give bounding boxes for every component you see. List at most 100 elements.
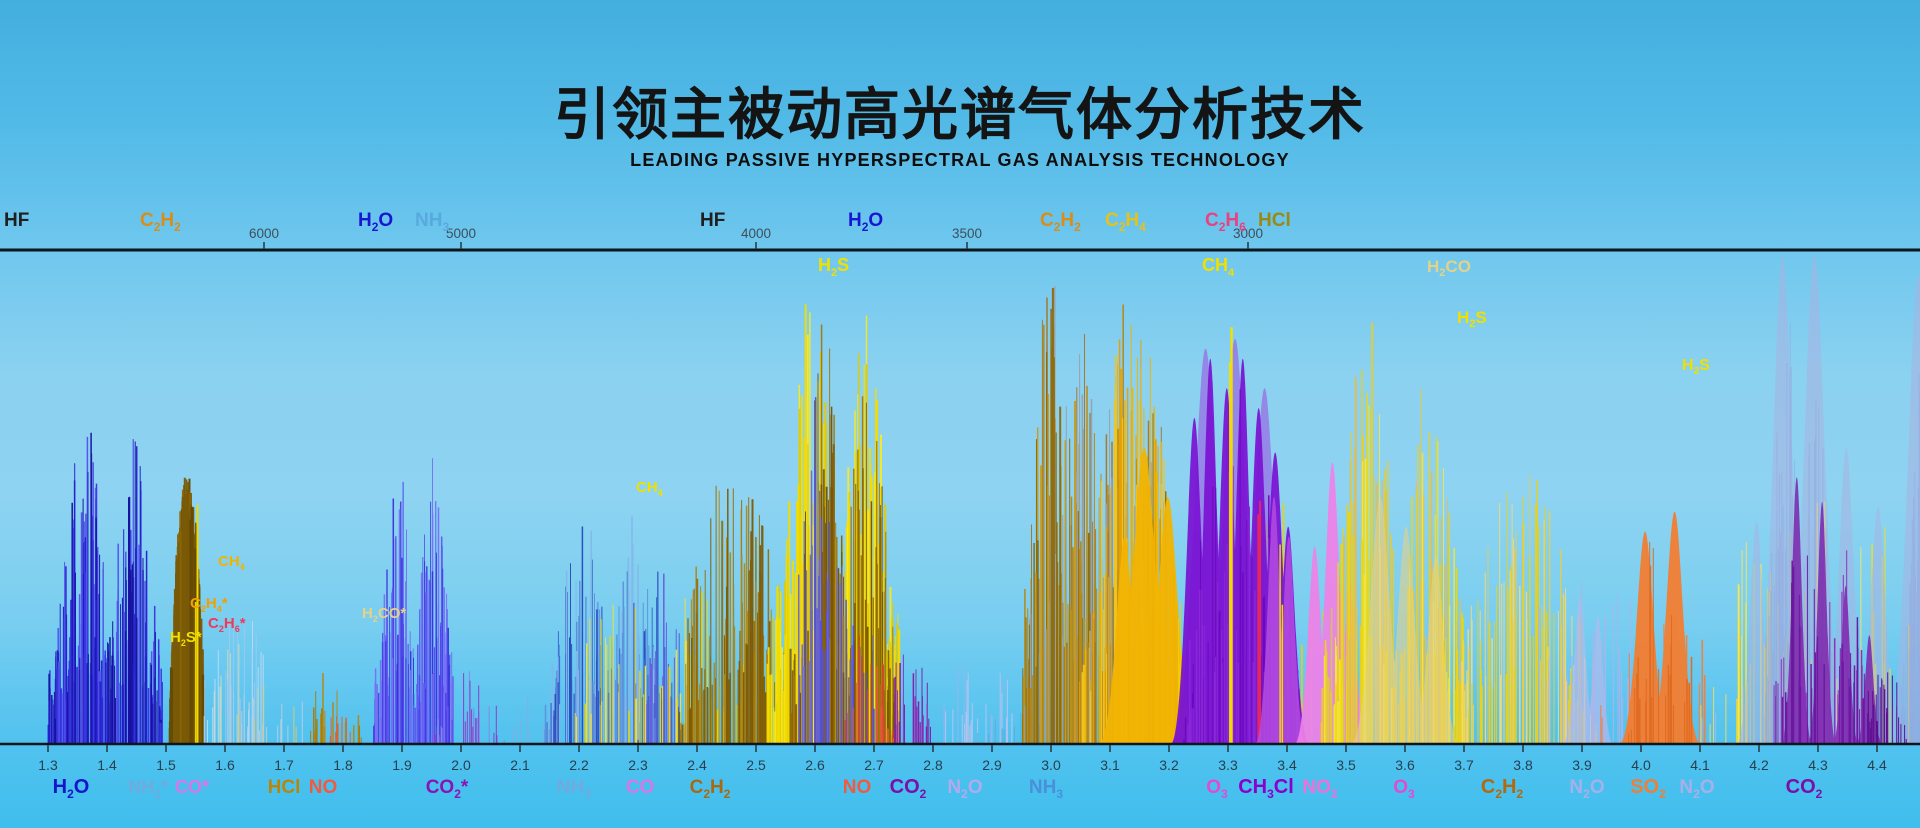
- top-gas-label-H2O: H2O: [848, 210, 883, 234]
- inchart-label-H2CO: H2CO: [1427, 257, 1471, 279]
- band-lines-NH3: [1040, 401, 1076, 744]
- wavenumber-tick-5000: 5000: [446, 226, 476, 241]
- top-gas-label-C2H6: C2H6: [1205, 210, 1246, 234]
- band-lines-line: [1257, 500, 1262, 744]
- wavelength-tick-2.6: 2.6: [805, 757, 825, 773]
- wavelength-tick-4.1: 4.1: [1690, 757, 1710, 773]
- band-trace: [237, 685, 303, 744]
- band-lines-CO2: [915, 707, 922, 744]
- band-H2O: [373, 458, 454, 744]
- inchart-label-C2H4*: C2H4*: [190, 595, 228, 614]
- wavelength-tick-4.4: 4.4: [1867, 757, 1887, 773]
- band-lines-H2CO: [1342, 501, 1357, 744]
- band-lines-NH3*: [204, 616, 257, 744]
- band-NO: [329, 716, 351, 744]
- wavelength-tick-1.9: 1.9: [392, 757, 412, 773]
- inchart-label-H2S: H2S: [1457, 308, 1487, 330]
- wavelength-tick-3.7: 3.7: [1454, 757, 1474, 773]
- inchart-label-H2CO*: H2CO*: [362, 605, 406, 624]
- inchart-label-H2S*: H2S*: [170, 629, 202, 648]
- band-lines-CO2: [1867, 672, 1907, 744]
- bottom-gas-label-CH3Cl: CH3Cl: [1238, 776, 1294, 801]
- band-H2CO: [1350, 497, 1460, 744]
- band-N2O: [1900, 373, 1920, 744]
- wavelength-tick-2.7: 2.7: [864, 757, 884, 773]
- band-lines-NH3: [1036, 288, 1172, 744]
- bottom-gas-label-CO*: CO*: [175, 777, 209, 797]
- band-fill-H2CO: [1350, 497, 1460, 744]
- band-lines-H2O: [814, 397, 875, 744]
- bottom-gas-label-O3: O3: [1206, 777, 1228, 801]
- wavenumber-tick-3000: 3000: [1233, 226, 1263, 241]
- wavelength-tick-1.3: 1.3: [38, 757, 58, 773]
- wavelength-tick-3.8: 3.8: [1513, 757, 1533, 773]
- page-title: 引领主被动高光谱气体分析技术: [554, 83, 1366, 146]
- band-lines-CO2*: [433, 718, 477, 744]
- wavelength-tick-3.1: 3.1: [1100, 757, 1120, 773]
- wavelength-tick-2.9: 2.9: [982, 757, 1002, 773]
- inchart-label-H2S: H2S: [818, 255, 849, 279]
- band-trace: [512, 697, 555, 744]
- band-N2O: [943, 664, 1013, 744]
- bottom-gas-label-NH3: NH3: [1029, 777, 1063, 801]
- wavelength-tick-3.4: 3.4: [1277, 757, 1297, 773]
- bottom-gas-label-NO: NO: [843, 777, 872, 798]
- bottom-gas-label-NO: NO: [309, 777, 338, 798]
- band-lines-NH3: [544, 571, 629, 744]
- bottom-gas-label-N2O: N2O: [1679, 777, 1714, 801]
- wavelength-tick-2.2: 2.2: [569, 757, 589, 773]
- band-lines-NO: [329, 716, 351, 744]
- band-fill-SO2: [1619, 511, 1701, 744]
- band-lines-CH4: [1229, 327, 1233, 744]
- band-CO: [637, 571, 693, 744]
- wavelength-tick-3.6: 3.6: [1395, 757, 1415, 773]
- wavenumber-tick-6000: 6000: [249, 226, 279, 241]
- band-NO: [837, 635, 894, 744]
- top-gas-label-C2H4: C2H4: [1105, 210, 1146, 234]
- band-lines-H2O: [56, 572, 162, 744]
- inchart-label-CH4: CH4: [218, 553, 245, 572]
- wavelength-tick-3.3: 3.3: [1218, 757, 1238, 773]
- band-line: [1257, 500, 1262, 744]
- band-lines-N2O: [1538, 581, 1634, 744]
- band-C2H2: [678, 485, 793, 744]
- bottom-gas-label-CO2: CO2: [890, 776, 927, 801]
- band-lines-NO: [876, 666, 894, 744]
- band-lines-CO2: [1775, 555, 1865, 744]
- wavelength-tick-3.9: 3.9: [1572, 757, 1592, 773]
- inchart-label-CH4: CH4: [1202, 255, 1235, 279]
- wavelength-tick-1.8: 1.8: [333, 757, 353, 773]
- wavelength-tick-2.1: 2.1: [510, 757, 530, 773]
- bottom-gas-label-NO2: NO2: [1302, 777, 1338, 801]
- top-gas-label-HF: HF: [700, 210, 725, 231]
- inchart-labels: H2S CH4 H2CO H2S H2S CH4 CH4 C2H4*C2H6* H2S* H2CO…: [170, 255, 1710, 648]
- wavelength-tick-3.2: 3.2: [1159, 757, 1179, 773]
- wavelength-tick-2.0: 2.0: [451, 757, 471, 773]
- top-gas-label-HCl: HCl: [1258, 210, 1291, 231]
- page-subtitle: LEADING PASSIVE HYPERSPECTRAL GAS ANALYS…: [630, 150, 1290, 170]
- band-lines-C2H2: [789, 444, 843, 744]
- wavelength-axis: 1.3 1.4 1.5 1.6 1.7 1.8 1.9 2.0 2.1 2.2 2.3 2.4 2.5 2…: [0, 742, 1920, 801]
- top-gas-label-NH3: NH3: [415, 210, 449, 234]
- band-CH4: [194, 504, 199, 744]
- wavenumber-tick-3500: 3500: [952, 226, 982, 241]
- band-lines-C2H2: [746, 499, 754, 744]
- wavelength-tick-4.3: 4.3: [1808, 757, 1828, 773]
- band-CO2: [1773, 550, 1865, 744]
- wavelength-tick-2.8: 2.8: [923, 757, 943, 773]
- bottom-gas-label-NH3*: NH3*: [128, 777, 167, 801]
- band-lines-NO: [335, 723, 339, 744]
- band-CH4: [1229, 327, 1233, 744]
- wavenumber-axis: 6000 5000 4000 3500 3000 HF C2H2 H2O NH3 HF H2O C2H…: [0, 210, 1920, 252]
- band-lines-H2O: [48, 463, 151, 744]
- top-gas-label-H2O: H2O: [358, 210, 393, 234]
- band-CO2: [894, 654, 931, 744]
- band-lines-HCl: [313, 707, 361, 744]
- inchart-label-H2S: H2S: [1682, 357, 1710, 377]
- band-lines-H2O: [99, 656, 147, 744]
- band-SO2: [1628, 542, 1693, 744]
- wavelength-tick-1.4: 1.4: [97, 757, 117, 773]
- band-lines-CO2*: [463, 673, 498, 744]
- wavelength-tick-1.7: 1.7: [274, 757, 294, 773]
- bottom-gas-label-C2H2: C2H2: [1481, 776, 1524, 801]
